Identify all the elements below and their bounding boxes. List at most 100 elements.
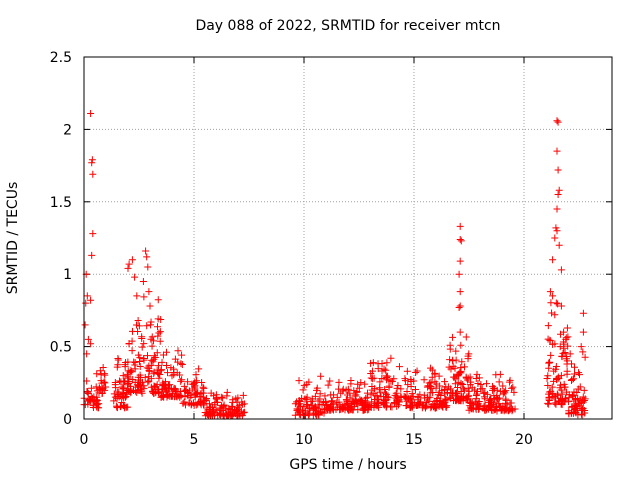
data-point (559, 349, 567, 357)
data-point (555, 186, 563, 194)
data-point (217, 393, 225, 401)
data-point (213, 395, 221, 403)
data-point (505, 406, 513, 414)
data-point (177, 377, 185, 385)
data-point (129, 376, 137, 384)
data-point (134, 316, 142, 324)
data-point (576, 402, 584, 410)
data-point (509, 383, 517, 391)
data-point (499, 382, 507, 390)
data-point (138, 383, 146, 391)
data-point (404, 381, 412, 389)
data-point (176, 393, 184, 401)
data-point (576, 371, 584, 379)
data-point (97, 371, 105, 379)
data-point (438, 402, 446, 410)
data-point (464, 384, 472, 392)
data-point (428, 366, 436, 374)
data-point (455, 270, 463, 278)
data-point (483, 390, 491, 398)
data-point (391, 391, 399, 399)
data-point (240, 400, 248, 408)
data-point (181, 393, 189, 401)
data-point (154, 332, 162, 340)
data-point (84, 335, 92, 343)
data-point (143, 352, 151, 360)
data-point (506, 376, 514, 384)
data-point (550, 377, 558, 385)
data-point (332, 405, 340, 413)
data-point (147, 383, 155, 391)
data-point (554, 166, 562, 174)
data-point (563, 324, 571, 332)
data-point (579, 348, 587, 356)
data-point (489, 384, 497, 392)
data-point (446, 345, 454, 353)
data-point (229, 412, 237, 420)
data-point (570, 397, 578, 405)
data-point (553, 117, 561, 125)
data-point (547, 299, 555, 307)
data-point (571, 395, 579, 403)
data-point (139, 277, 147, 285)
plot-frame (83, 56, 613, 420)
data-point (544, 322, 552, 330)
data-point (89, 230, 97, 238)
data-point (114, 361, 122, 369)
data-point (112, 384, 120, 392)
data-point (395, 363, 403, 371)
data-point (124, 373, 132, 381)
x-axis-label: GPS time / hours (289, 457, 407, 473)
data-point (485, 398, 493, 406)
data-point (235, 402, 243, 410)
data-point (145, 373, 153, 381)
data-point (148, 333, 156, 341)
data-point (566, 350, 574, 358)
y-tick-label: 2 (63, 122, 72, 138)
data-point (110, 397, 118, 405)
data-point (322, 404, 330, 412)
data-point (174, 347, 182, 355)
data-point (136, 371, 144, 379)
data-point (180, 398, 188, 406)
data-point (501, 389, 509, 397)
data-point (145, 288, 153, 296)
data-point (444, 383, 452, 391)
data-point (502, 396, 510, 404)
data-point (452, 356, 460, 364)
data-point (147, 321, 155, 329)
data-point (229, 398, 237, 406)
data-point (195, 365, 203, 373)
data-point (554, 118, 562, 126)
data-point (397, 385, 405, 393)
data-point (353, 387, 361, 395)
data-point (557, 386, 565, 394)
data-point (156, 328, 164, 336)
data-point (451, 380, 459, 388)
data-point (164, 369, 172, 377)
data-point (420, 376, 428, 384)
data-point (407, 394, 415, 402)
data-point (465, 392, 473, 400)
data-point (124, 381, 132, 389)
data-point (327, 391, 335, 399)
data-point (442, 403, 450, 411)
data-point (371, 396, 379, 404)
data-point (82, 299, 90, 307)
data-point (446, 356, 454, 364)
data-point (207, 389, 215, 397)
data-point (447, 394, 455, 402)
data-point (299, 386, 307, 394)
data-point (497, 406, 505, 414)
data-point (472, 374, 480, 382)
data-point (465, 387, 473, 395)
data-point (427, 364, 435, 372)
y-tick-label: 1 (63, 267, 72, 283)
data-point (140, 356, 148, 364)
data-point (149, 358, 157, 366)
data-point (562, 335, 570, 343)
data-point (578, 411, 586, 419)
data-point (561, 395, 569, 403)
data-point (556, 343, 564, 351)
